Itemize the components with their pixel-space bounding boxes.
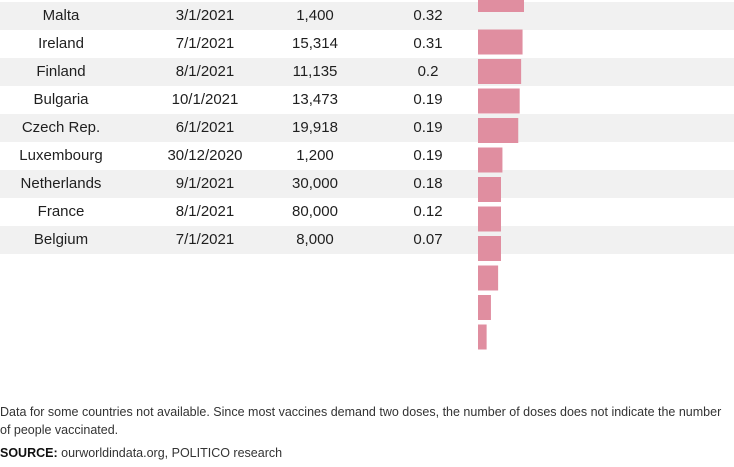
cell-country: Netherlands <box>20 175 102 192</box>
cell-rate: 0.32 <box>413 7 443 24</box>
table-row: Czech Rep. 6/1/2021 19,918 0.19 <box>0 114 734 142</box>
source-label: SOURCE: <box>0 446 58 460</box>
cell-doses: 1,400 <box>296 7 334 24</box>
cell-country: France <box>37 203 85 220</box>
cell-date: 30/12/2020 <box>167 147 243 164</box>
table-row: Malta 3/1/2021 1,400 0.32 <box>0 2 734 30</box>
bar <box>478 29 523 55</box>
cell-rate: 0.07 <box>413 231 443 248</box>
cell-country: Finland <box>36 63 86 80</box>
cell-country: Malta <box>42 7 80 24</box>
cell-country: Czech Rep. <box>21 119 101 136</box>
cell-doses: 80,000 <box>292 203 338 220</box>
bar <box>478 265 499 291</box>
cell-date: 8/1/2021 <box>175 63 235 80</box>
table-row: Finland 8/1/2021 11,135 0.2 <box>0 58 734 86</box>
bar <box>478 236 501 261</box>
source-line: SOURCE: ourworldindata.org, POLITICO res… <box>0 446 282 460</box>
bar <box>478 295 491 320</box>
cell-doses: 15,314 <box>292 35 338 52</box>
cell-doses: 19,918 <box>292 119 338 136</box>
bar-column <box>478 0 524 350</box>
cell-rate: 0.31 <box>413 35 443 52</box>
bar <box>478 324 487 350</box>
footnote: Data for some countries not available. S… <box>0 405 722 437</box>
cell-date: 6/1/2021 <box>175 119 235 136</box>
table-row: Luxembourg 30/12/2020 1,200 0.19 <box>0 142 734 170</box>
bar <box>478 206 501 232</box>
cell-doses: 30,000 <box>292 175 338 192</box>
cell-rate: 0.19 <box>413 91 443 108</box>
table-row: Belgium 7/1/2021 8,000 0.07 <box>0 226 734 254</box>
table-row: France 8/1/2021 80,000 0.12 <box>0 198 734 226</box>
table-row: Netherlands 9/1/2021 30,000 0.18 <box>0 170 734 198</box>
cell-doses: 1,200 <box>296 147 334 164</box>
cell-rate: 0.2 <box>417 63 439 80</box>
cell-date: 3/1/2021 <box>175 7 235 24</box>
cell-date: 7/1/2021 <box>175 231 235 248</box>
cell-rate: 0.19 <box>413 147 443 164</box>
bar <box>478 88 520 114</box>
bar <box>478 0 524 12</box>
bar <box>478 177 501 202</box>
cell-rate: 0.19 <box>413 119 443 136</box>
table-row: Ireland 7/1/2021 15,314 0.31 <box>0 30 734 58</box>
cell-rate: 0.18 <box>413 175 443 192</box>
cell-rate: 0.12 <box>413 203 443 220</box>
cell-date: 8/1/2021 <box>175 203 235 220</box>
cell-date: 9/1/2021 <box>175 175 235 192</box>
cell-date: 10/1/2021 <box>171 91 239 108</box>
bar <box>478 59 522 84</box>
bar <box>478 118 519 143</box>
cell-doses: 11,135 <box>292 63 338 80</box>
cell-date: 7/1/2021 <box>175 35 235 52</box>
cell-country: Ireland <box>38 35 84 52</box>
cell-country: Luxembourg <box>19 147 103 164</box>
cell-country: Bulgaria <box>33 91 89 108</box>
table-row: Bulgaria 10/1/2021 13,473 0.19 <box>0 86 734 114</box>
cell-doses: 13,473 <box>292 91 338 108</box>
cell-doses: 8,000 <box>296 231 334 248</box>
cell-country: Belgium <box>33 231 89 248</box>
source-text: ourworldindata.org, POLITICO research <box>61 446 283 460</box>
bar <box>478 147 503 173</box>
